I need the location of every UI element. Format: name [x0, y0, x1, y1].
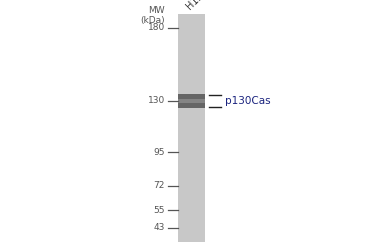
Text: 95: 95: [154, 148, 165, 156]
Bar: [178, 99, 205, 103]
Text: H1299: H1299: [184, 0, 214, 11]
Text: 72: 72: [154, 181, 165, 190]
Text: p130Cas: p130Cas: [225, 96, 271, 106]
Text: 130: 130: [148, 96, 165, 106]
Text: 43: 43: [154, 224, 165, 232]
Text: MW
(kDa): MW (kDa): [141, 6, 165, 25]
Bar: [178, 94, 205, 108]
Text: 55: 55: [154, 206, 165, 215]
Text: 180: 180: [148, 24, 165, 32]
Bar: [178, 14, 205, 242]
